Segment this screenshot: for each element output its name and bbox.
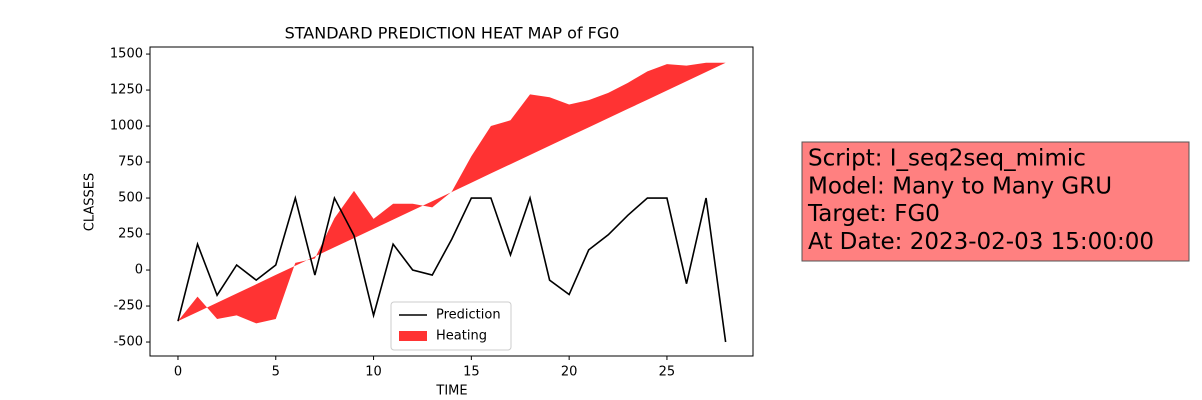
y-tick-label: -500 [113,335,143,350]
y-tick-label: 1500 [110,47,143,62]
annotation-box [801,141,1190,262]
x-axis-label: TIME [435,384,467,399]
legend-swatch [399,331,427,341]
prediction-line [177,195,727,343]
annotation-text: At Date: 2023-02-03 15:00:00 [808,229,1154,255]
y-tick-label: 1250 [110,83,143,98]
annotation-text: Target: FG0 [807,201,940,227]
y-tick-label: 0 [135,263,143,278]
annotation-text: Script: I_seq2seq_mimic [808,146,1086,172]
y-tick-label: 750 [118,155,143,170]
y-tick-label: 500 [118,191,143,206]
annotation-text: Model: Many to Many GRU [808,173,1112,199]
legend-label: Heating [436,329,487,344]
y-axis-label: CLASSES [83,173,98,231]
chart-title: STANDARD PREDICTION HEAT MAP of FG0 [285,24,620,43]
x-tick-label: 0 [174,365,182,380]
y-tick-label: 1000 [110,119,143,134]
y-tick-label: 250 [118,227,143,242]
x-tick-label: 10 [365,365,382,380]
y-tick-label: -250 [113,299,143,314]
x-tick-label: 20 [561,365,578,380]
x-tick-label: 25 [659,365,676,380]
x-tick-label: 15 [463,365,480,380]
plot-frame [149,46,754,357]
x-tick-label: 5 [272,365,280,380]
heating-area [177,62,726,324]
legend-label: Prediction [436,308,501,323]
